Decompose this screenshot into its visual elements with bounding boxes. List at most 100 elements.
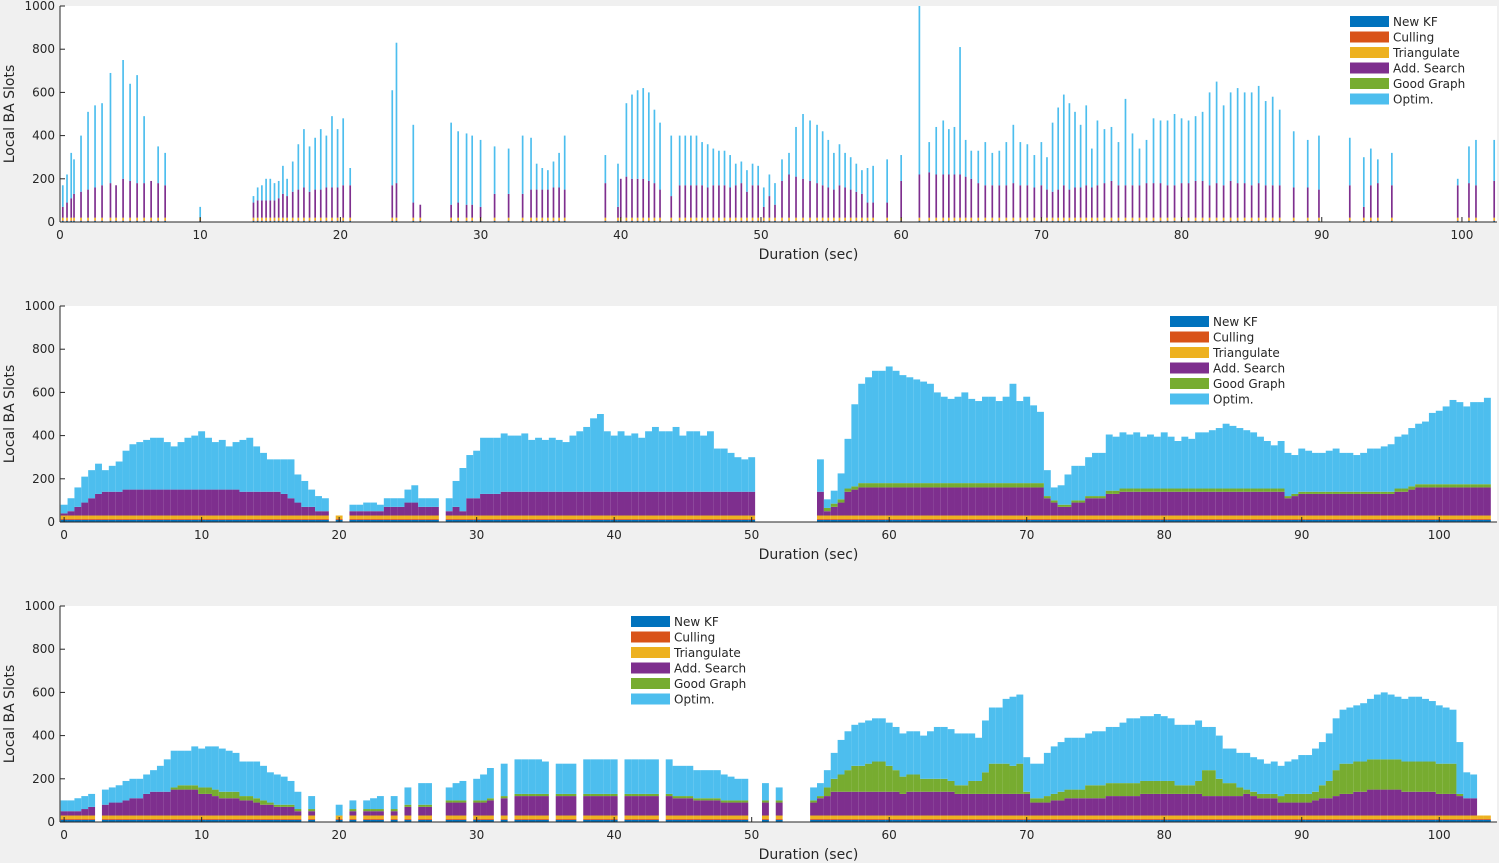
bar-segment xyxy=(672,515,680,519)
bar-segment xyxy=(1124,220,1127,221)
bar-segment xyxy=(1442,707,1450,764)
bar-segment xyxy=(734,518,742,520)
bars xyxy=(60,692,1491,822)
bar-segment xyxy=(191,515,199,519)
bar-segment xyxy=(1422,791,1429,816)
bar-segment xyxy=(1236,752,1244,788)
bar-segment xyxy=(562,519,570,522)
bar-segment xyxy=(788,152,790,175)
bar-segment xyxy=(809,180,811,218)
bar-segment xyxy=(122,217,124,221)
bar-segment xyxy=(1016,519,1024,522)
bar-segment xyxy=(1353,818,1361,820)
bar-segment xyxy=(1312,452,1319,492)
bar-segment xyxy=(363,502,371,512)
bar-segment xyxy=(1051,220,1054,221)
bar-segment xyxy=(1318,742,1326,786)
bar-segment xyxy=(562,518,570,520)
bar-segment xyxy=(940,815,948,819)
bar-segment xyxy=(706,187,709,218)
bar-segment xyxy=(1050,800,1058,816)
bar-segment xyxy=(1110,220,1113,221)
bar-segment xyxy=(727,452,735,492)
bar-segment xyxy=(1092,818,1099,820)
bar-segment xyxy=(253,519,261,522)
bar-segment xyxy=(1346,819,1354,822)
bar-segment xyxy=(1263,763,1271,794)
bar-segment xyxy=(762,783,769,801)
bar-segment xyxy=(948,129,950,175)
bar-segment xyxy=(833,152,835,190)
bar-segment xyxy=(788,220,790,222)
bar-segment xyxy=(757,165,760,186)
bar-segment xyxy=(816,220,818,222)
bar-segment xyxy=(370,819,377,822)
bar-segment xyxy=(301,518,309,520)
bar-segment xyxy=(596,815,604,819)
bar-segment xyxy=(294,502,302,516)
bar-segment xyxy=(1270,491,1278,516)
x-axis-label: Duration (sec) xyxy=(759,847,859,863)
bar-segment xyxy=(1153,519,1161,522)
bar-segment xyxy=(1442,793,1450,816)
bar-segment xyxy=(1174,724,1182,786)
bar-segment xyxy=(1005,217,1008,221)
bar-segment xyxy=(651,796,659,816)
bar-segment xyxy=(988,818,996,820)
bar-segment xyxy=(748,457,756,492)
bar-segment xyxy=(1263,798,1271,816)
bar-segment xyxy=(1119,515,1127,519)
bar-segment xyxy=(844,519,852,522)
bar-segment xyxy=(734,220,737,222)
bar-segment xyxy=(1394,789,1402,816)
bar-segment xyxy=(1456,815,1464,819)
bar-segment xyxy=(1222,518,1230,520)
bar-segment xyxy=(67,498,75,512)
bar-segment xyxy=(115,461,123,492)
bar-segment xyxy=(253,518,261,520)
bar-segment xyxy=(734,778,742,801)
legend-swatch xyxy=(1350,62,1389,74)
bar-segment xyxy=(718,220,720,222)
bar-segment xyxy=(1026,185,1029,218)
bar-segment xyxy=(1401,491,1409,516)
bar-segment xyxy=(1401,515,1409,519)
bar-segment xyxy=(1131,217,1134,221)
bar-segment xyxy=(1449,763,1457,794)
bar-segment xyxy=(1202,518,1209,520)
bar-segment xyxy=(690,135,692,186)
bar-segment xyxy=(74,506,82,516)
bar-segment xyxy=(751,217,754,221)
y-tick-label: 1000 xyxy=(24,299,55,313)
bar-segment xyxy=(356,515,364,519)
bar-segment xyxy=(970,217,973,221)
bar-segment xyxy=(1124,98,1127,186)
bar-segment xyxy=(1071,819,1079,822)
bar-segment xyxy=(603,759,611,794)
bar-segment xyxy=(1298,491,1306,494)
bar-segment xyxy=(700,519,707,522)
bar-segment xyxy=(872,483,879,488)
bar-segment xyxy=(301,480,309,507)
bar-segment xyxy=(1318,519,1326,522)
bar-segment xyxy=(1057,485,1065,505)
bar-segment xyxy=(425,815,432,819)
bar-segment xyxy=(150,815,157,819)
bar-segment xyxy=(1215,796,1223,816)
bar-segment xyxy=(1277,491,1285,516)
bar-segment xyxy=(390,818,398,820)
bar-segment xyxy=(1332,815,1340,819)
bar-segment xyxy=(1475,217,1477,221)
bar-segment xyxy=(548,519,556,522)
bar-segment xyxy=(1112,493,1120,516)
bar-segment xyxy=(1194,217,1197,221)
bar-segment xyxy=(1477,818,1484,820)
bar-segment xyxy=(411,519,419,522)
bar-segment xyxy=(349,518,357,520)
bar-segment xyxy=(191,435,199,490)
bar-segment xyxy=(740,220,743,221)
bar-segment xyxy=(101,819,109,822)
bar-segment xyxy=(706,798,714,801)
bar-segment xyxy=(913,483,921,488)
bar-segment xyxy=(404,818,412,820)
